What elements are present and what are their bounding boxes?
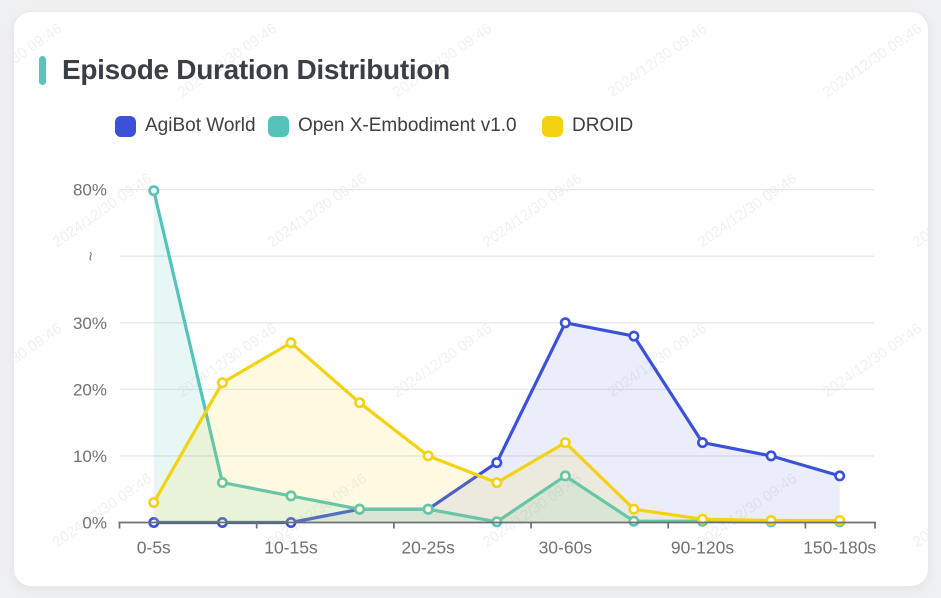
data-point-agibot-world-60-90s [628, 330, 640, 342]
data-point-droid-15-20s [354, 397, 366, 409]
data-point-open-x-embodiment-v1-0-20-25s [422, 503, 434, 515]
y-axis-label: 30% [73, 314, 107, 333]
x-axis-label: 20-25s [401, 538, 455, 558]
series-area-agibot-world [153, 322, 840, 523]
y-axis-label: 10% [73, 447, 107, 466]
data-point-open-x-embodiment-v1-0-10-15s [285, 490, 297, 502]
data-point-open-x-embodiment-v1-0-5-10s [216, 477, 228, 489]
y-axis-label: 20% [73, 380, 107, 399]
data-point-open-x-embodiment-v1-0-15-20s [354, 503, 366, 515]
y-axis-label: 0% [82, 514, 107, 533]
legend-item-droid[interactable]: DROID [542, 114, 633, 138]
x-axis-label: 10-15s [264, 538, 318, 558]
line-chart: 0% 10% 20% 30% ~80% 0-5s 10-15s 20-25s 30-60s 90-… [73, 181, 876, 558]
x-axis-label: 30-60s [539, 538, 593, 558]
data-point-droid-5-10s [216, 377, 228, 389]
series-area-open-x-embodiment-v1-0 [153, 190, 840, 523]
series-area-droid [153, 342, 840, 523]
data-point-agibot-world-30-60s [559, 317, 571, 329]
y-axis-label: 80% [73, 181, 107, 200]
data-point-agibot-world-120-150s [765, 450, 777, 462]
data-point-droid-30-60s [559, 437, 571, 449]
x-axis-label: 150-180s [803, 538, 876, 558]
chart-card: 2024/12/30 09:46 2024/12/30 09:46 2024/12/… [13, 11, 929, 587]
data-point-open-x-embodiment-v1-0-30-60s [559, 470, 571, 482]
legend-label: Open X-Embodiment v1.0 [298, 115, 517, 136]
legend-item-open-x-embodiment[interactable]: Open X-Embodiment v1.0 [268, 114, 517, 138]
legend-swatch-agibot-world [115, 115, 136, 137]
legend-label: AgiBot World [145, 115, 256, 136]
data-point-droid-25-30s [491, 477, 503, 489]
data-point-droid-90-120s [696, 513, 708, 525]
data-point-open-x-embodiment-v1-0-0-5s [148, 185, 160, 197]
legend-swatch-open-x-embodiment [268, 115, 289, 137]
chart-header: Episode Duration Distribution [39, 54, 450, 86]
y-axis-label: ~ [81, 251, 100, 261]
x-axis-label: 0-5s [137, 538, 171, 558]
title-accent-bar [39, 55, 46, 85]
data-point-droid-20-25s [422, 450, 434, 462]
data-point-agibot-world-150-180s [834, 470, 846, 482]
page-title: Episode Duration Distribution [62, 54, 450, 85]
legend-item-agibot-world[interactable]: AgiBot World [115, 114, 256, 138]
legend-label: DROID [572, 115, 634, 136]
data-point-droid-150-180s [834, 514, 846, 526]
data-point-droid-60-90s [628, 503, 640, 515]
chart-legend: AgiBot World Open X-Embodiment v1.0 DROI… [14, 114, 928, 140]
data-point-droid-10-15s [285, 337, 297, 349]
data-point-droid-120-150s [765, 514, 777, 526]
legend-swatch-droid [542, 115, 563, 137]
x-axis-label: 90-120s [671, 538, 734, 558]
data-point-agibot-world-90-120s [696, 437, 708, 449]
data-point-agibot-world-25-30s [491, 457, 503, 469]
data-point-droid-0-5s [148, 496, 160, 508]
